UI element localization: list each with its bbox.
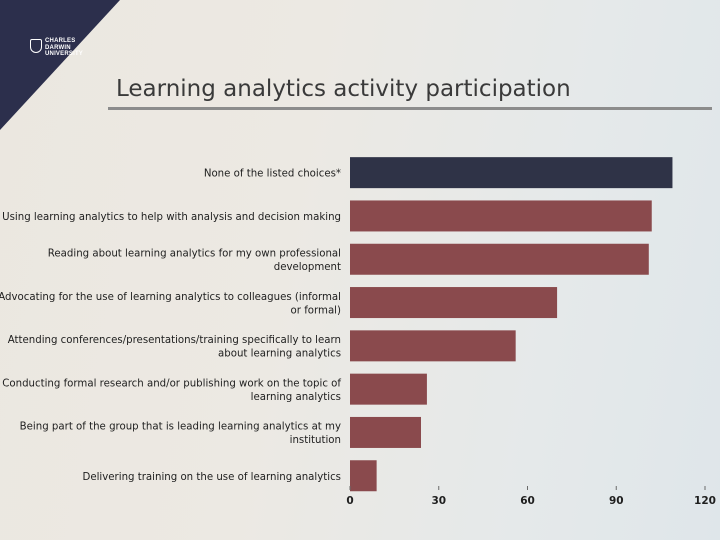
logo-line-1: CHARLES xyxy=(45,38,76,44)
university-crest-icon xyxy=(30,39,42,53)
bar-2 xyxy=(350,243,649,275)
category-label-7: Delivering training on the use of learni… xyxy=(82,472,341,483)
bar-4 xyxy=(350,330,516,362)
tick-label-3: 90 xyxy=(609,495,624,507)
title-divider xyxy=(108,107,712,110)
bar-0 xyxy=(350,157,673,189)
tick-label-1: 30 xyxy=(431,495,446,507)
logo-line-2: DARWIN xyxy=(45,44,71,51)
category-label-6: Being part of the group that is leading … xyxy=(20,422,341,447)
logo-line-3: UNIVERSITY xyxy=(45,51,84,57)
category-label-1: Using learning analytics to help with an… xyxy=(2,212,341,223)
bar-5 xyxy=(350,373,427,405)
bar-1 xyxy=(350,200,652,232)
category-label-3: Advocating for the use of learning analy… xyxy=(0,292,341,317)
bar-7 xyxy=(350,460,377,492)
category-label-2: Reading about learning analytics for my … xyxy=(48,249,341,274)
logo-background xyxy=(0,0,120,130)
page-title: Learning analytics activity participatio… xyxy=(116,76,571,102)
tick-label-0: 0 xyxy=(346,495,353,507)
category-label-5: Conducting formal research and/or publis… xyxy=(2,378,341,403)
tick-label-4: 120 xyxy=(694,495,716,507)
tick-label-2: 60 xyxy=(520,495,535,507)
university-logo: CHARLES DARWIN UNIVERSITY xyxy=(45,38,83,58)
category-label-4: Attending conferences/presentations/trai… xyxy=(8,335,341,360)
bar-6 xyxy=(350,416,421,448)
bar-3 xyxy=(350,287,558,319)
category-label-0: None of the listed choices* xyxy=(204,169,341,180)
